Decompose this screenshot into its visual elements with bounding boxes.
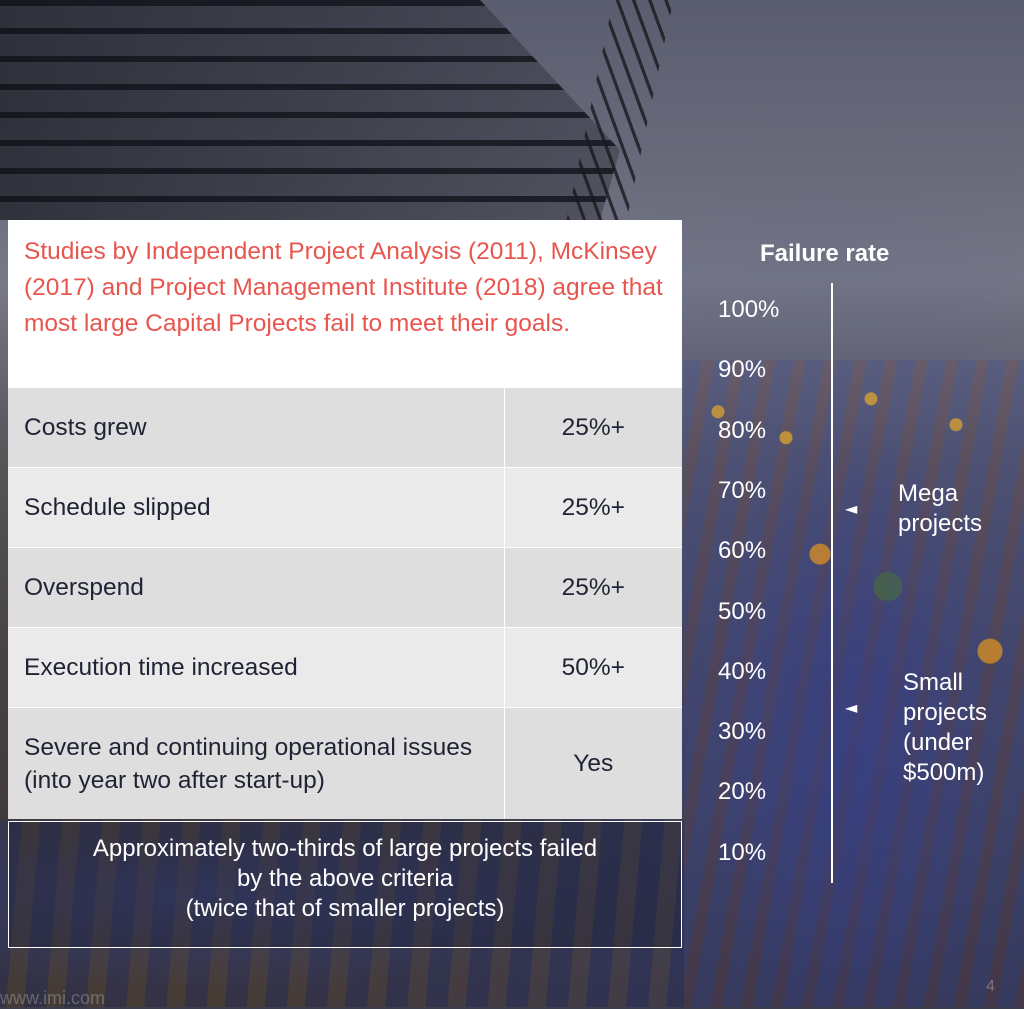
- criteria-label: Costs grew: [8, 387, 505, 468]
- tick-label: 90%: [718, 356, 767, 384]
- criteria-value: Yes: [504, 707, 682, 819]
- worker-crowd: [684, 360, 1024, 1007]
- summary-line: by the above criteria: [236, 865, 454, 892]
- criteria-label: Overspend: [8, 547, 505, 628]
- marker-label: Mega projects: [898, 479, 983, 537]
- criteria-label: Schedule slipped: [8, 467, 505, 548]
- tick-label: 30%: [718, 718, 767, 746]
- tick-label: 80%: [718, 416, 767, 444]
- tick-label: 50%: [718, 597, 767, 625]
- marker-arrow: ◄: [845, 498, 858, 518]
- tick-label: 60%: [718, 537, 767, 565]
- table-row: Severe and continuing operational issues…: [8, 707, 682, 819]
- summary-line: (twice that of smaller projects): [185, 895, 505, 922]
- criteria-label: Execution time increased: [8, 627, 505, 708]
- failure-rate-axis: [831, 283, 833, 883]
- criteria-value: 25%+: [504, 467, 682, 548]
- summary-box: Approximately two-thirds of large projec…: [8, 821, 682, 948]
- criteria-value: 50%+: [504, 627, 682, 708]
- table-row: Execution time increased 50%+: [8, 627, 682, 708]
- intro-text: Studies by Independent Project Analysis …: [8, 220, 682, 387]
- criteria-value: 25%+: [504, 387, 682, 468]
- table-row: Schedule slipped 25%+: [8, 467, 682, 548]
- marker-label: Small projects (under $500m): [903, 668, 988, 786]
- tick-label: 100%: [718, 296, 780, 323]
- summary-line: Approximately two-thirds of large projec…: [92, 835, 598, 862]
- tick-label: 10%: [718, 838, 767, 866]
- footer-url: www.imi.com: [0, 988, 106, 1008]
- failure-rate-title: Failure rate: [760, 240, 890, 267]
- table-row: Overspend 25%+: [8, 547, 682, 628]
- tick-label: 40%: [718, 657, 767, 685]
- marker-arrow: ◄: [845, 697, 858, 717]
- criteria-panel: Studies by Independent Project Analysis …: [8, 220, 682, 948]
- tick-label: 20%: [718, 778, 767, 806]
- criteria-label: Severe and continuing operational issues…: [8, 707, 505, 819]
- criteria-value: 25%+: [504, 547, 682, 628]
- worker-crowd-lower: [0, 820, 684, 1007]
- page-number: 4: [986, 978, 995, 995]
- table-row: Costs grew 25%+: [8, 387, 682, 468]
- tick-label: 70%: [718, 476, 767, 504]
- criteria-table: Costs grew 25%+ Schedule slipped 25%+ Ov…: [8, 387, 682, 819]
